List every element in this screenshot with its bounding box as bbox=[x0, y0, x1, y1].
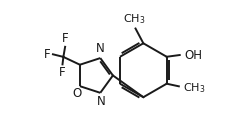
Text: CH$_3$: CH$_3$ bbox=[124, 12, 146, 26]
Text: OH: OH bbox=[184, 48, 202, 62]
Text: F: F bbox=[44, 48, 50, 61]
Text: N: N bbox=[97, 95, 105, 108]
Text: N: N bbox=[96, 42, 105, 55]
Text: F: F bbox=[62, 32, 69, 45]
Text: CH$_3$: CH$_3$ bbox=[183, 81, 206, 95]
Text: F: F bbox=[59, 66, 66, 79]
Text: O: O bbox=[73, 87, 82, 100]
